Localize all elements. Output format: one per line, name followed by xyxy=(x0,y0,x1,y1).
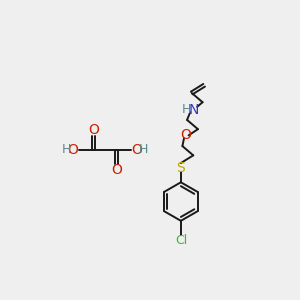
Text: O: O xyxy=(68,143,79,157)
Text: S: S xyxy=(176,161,185,176)
Text: O: O xyxy=(88,123,99,137)
Text: O: O xyxy=(180,128,191,142)
Text: H: H xyxy=(62,143,72,157)
Text: O: O xyxy=(131,143,142,157)
Text: Cl: Cl xyxy=(175,234,187,247)
Text: H: H xyxy=(138,143,148,157)
Text: O: O xyxy=(111,163,122,177)
Text: N: N xyxy=(189,103,199,117)
Text: H: H xyxy=(182,103,191,116)
